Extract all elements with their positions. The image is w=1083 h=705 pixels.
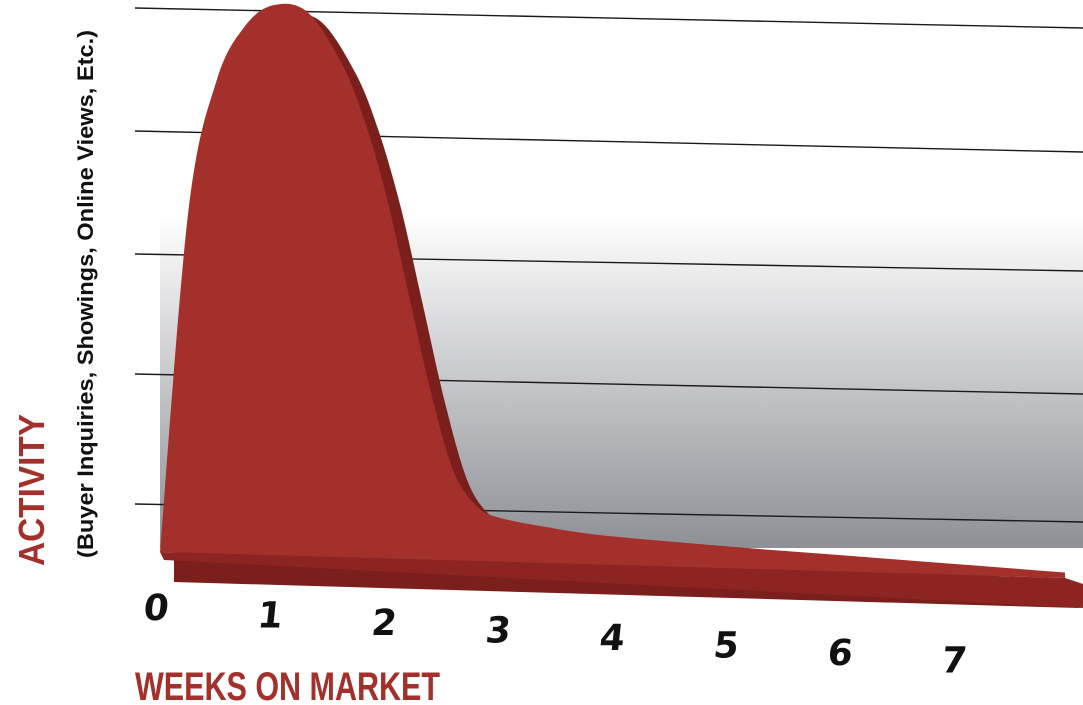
area-fill bbox=[160, 3, 1065, 578]
x-tick-label-2: 2 bbox=[370, 602, 399, 644]
x-tick-label-5: 5 bbox=[712, 625, 741, 667]
x-tick-label-1: 1 bbox=[256, 595, 285, 637]
x-tick-label-6: 6 bbox=[826, 632, 855, 674]
area-floor bbox=[160, 552, 1083, 608]
x-tick-label-7: 7 bbox=[940, 640, 969, 682]
area-series bbox=[160, 3, 1083, 608]
x-tick-labels: 0 1 2 3 4 5 6 7 bbox=[142, 587, 969, 681]
x-axis-title: WEEKS ON MARKET bbox=[135, 665, 440, 705]
y-axis-subtitle: (Buyer Inquiries, Showings, Online Views… bbox=[73, 30, 98, 558]
y-axis-title: ACTIVITY bbox=[11, 414, 52, 566]
x-tick-label-4: 4 bbox=[598, 617, 627, 659]
gridlines bbox=[134, 7, 1083, 523]
x-tick-label-3: 3 bbox=[484, 610, 513, 652]
x-tick-label-0: 0 bbox=[142, 587, 171, 629]
